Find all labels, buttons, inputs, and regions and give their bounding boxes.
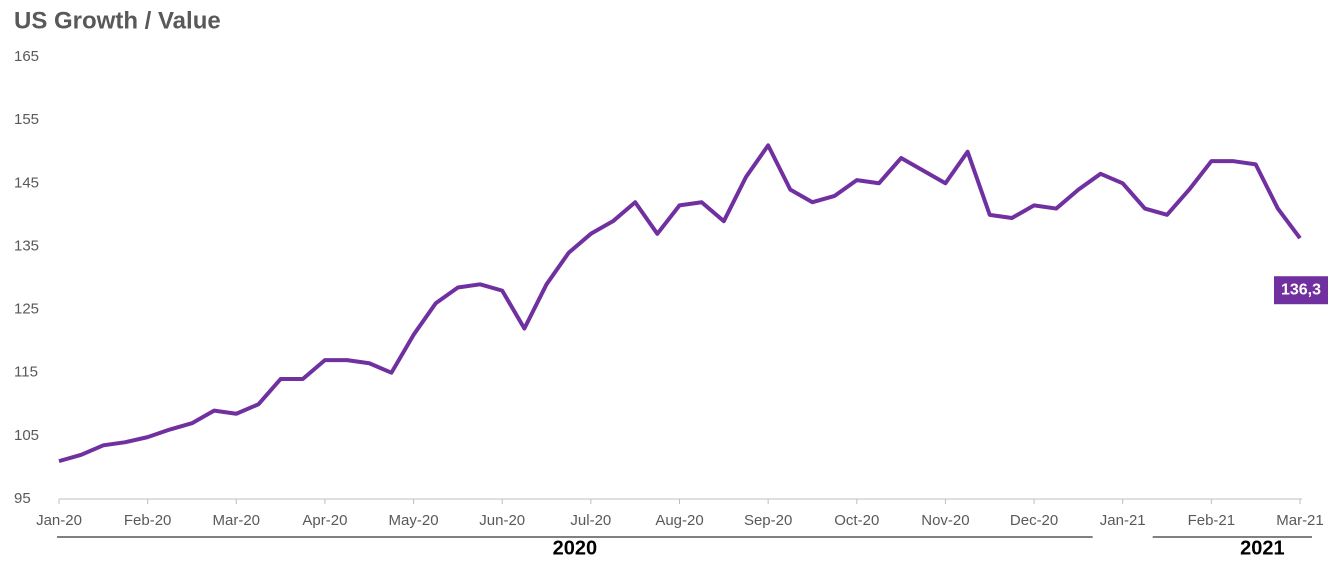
- x-tick-label: Oct-20: [834, 512, 879, 529]
- x-tick-label: Sep-20: [744, 512, 792, 529]
- y-tick-label: 165: [14, 48, 39, 65]
- y-tick-label: 135: [14, 237, 39, 254]
- x-tick-label: Feb-21: [1188, 512, 1236, 529]
- x-tick-label: Feb-20: [124, 512, 172, 529]
- x-tick-label: Mar-21: [1276, 512, 1324, 529]
- y-tick-label: 105: [14, 427, 39, 444]
- x-tick-label: Aug-20: [655, 512, 703, 529]
- x-tick-label: May-20: [389, 512, 439, 529]
- x-tick-label: Dec-20: [1010, 512, 1058, 529]
- chart-title: US Growth / Value: [14, 7, 221, 34]
- x-tick-label: Jan-20: [36, 512, 82, 529]
- y-tick-label: 125: [14, 301, 39, 318]
- y-tick-label: 95: [14, 490, 31, 507]
- y-tick-label: 145: [14, 174, 39, 191]
- line: [58, 143, 1302, 464]
- y-tick-label: 155: [14, 111, 39, 128]
- value-label: 136,3: [1281, 281, 1321, 298]
- x-tick-label: Mar-20: [213, 512, 261, 529]
- x-tick-label: Nov-20: [921, 512, 969, 529]
- x-tick-label: Jun-20: [479, 512, 525, 529]
- year-label: 2020: [553, 537, 598, 559]
- x-tick-label: Jan-21: [1100, 512, 1146, 529]
- x-tick-label: Apr-20: [302, 512, 347, 529]
- y-tick-label: 115: [14, 364, 38, 381]
- value-label-box: [1274, 276, 1328, 305]
- x-tick-label: Jul-20: [570, 512, 611, 529]
- year-label: 2021: [1240, 537, 1285, 559]
